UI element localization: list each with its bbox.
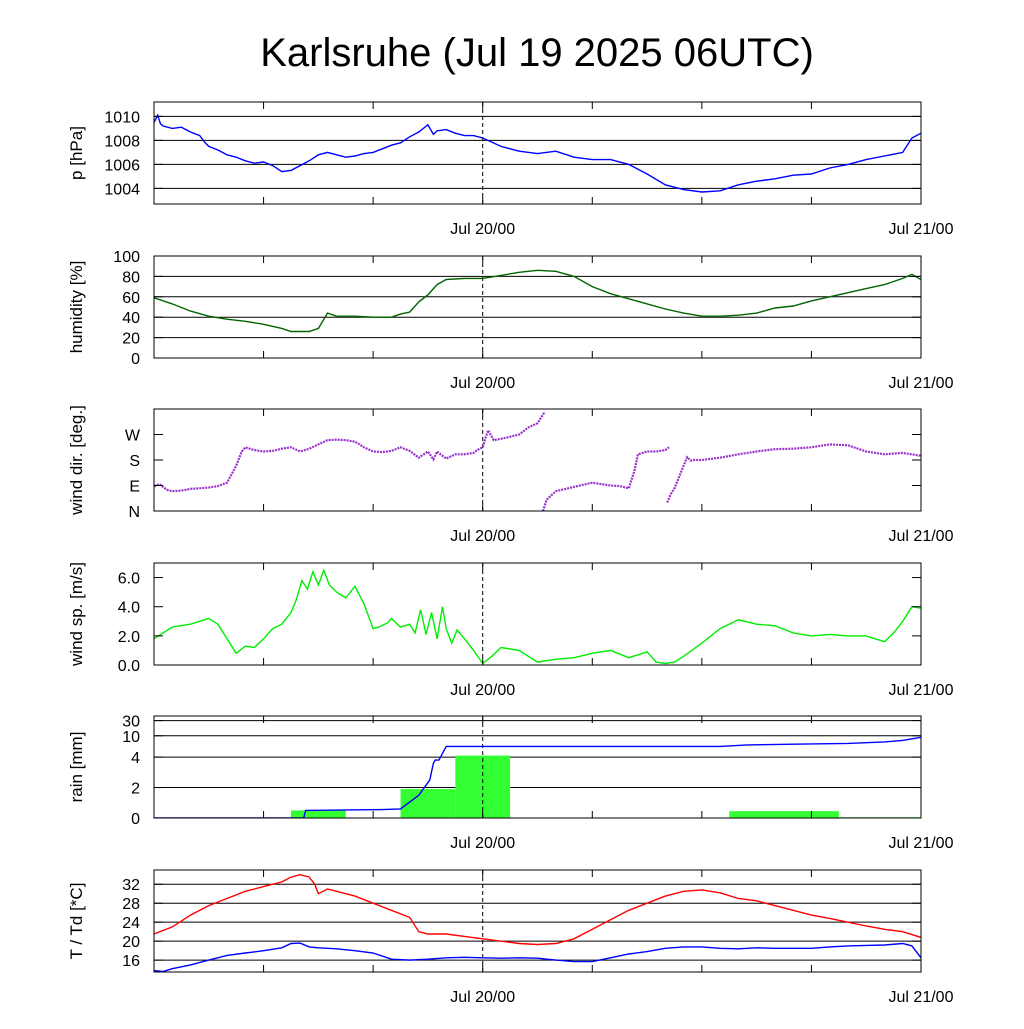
wind-speed-ytick-label-2: 4.0 <box>118 600 140 617</box>
rain-ytick-label-3: 10 <box>122 729 140 746</box>
wind-speed-series-0 <box>154 568 921 665</box>
wind-direction-ytick-label-3: W <box>125 428 141 445</box>
temperature-ytick-label-1: 20 <box>122 934 140 951</box>
rain-series-group <box>154 736 921 818</box>
humidity-frame <box>153 255 922 359</box>
wind-direction-xtick-label-0: Jul 20/00 <box>450 528 515 545</box>
wind-direction-series-0-segment-2 <box>666 443 921 503</box>
humidity-xtick-label-0: Jul 20/00 <box>450 375 515 392</box>
panel-temperature: 16 20 24 28 32 Jul 20/00 Jul 21/00 T / Td [*C] <box>67 869 954 1006</box>
rain-series-0 <box>154 736 921 818</box>
temperature-series-group <box>154 873 921 972</box>
rain-xtick-label-1: Jul 21/00 <box>889 835 954 852</box>
temperature-xtick-label-0: Jul 20/00 <box>450 989 515 1006</box>
temperature-xtick-label-1: Jul 21/00 <box>889 989 954 1006</box>
rain-xtick-label-0: Jul 20/00 <box>450 835 515 852</box>
wind-direction-ytick-label-0: N <box>128 504 140 521</box>
panel-humidity: 0 20 40 60 80 100 Jul 20/00 Jul 21/00 humidity [… <box>67 249 954 392</box>
wind-speed-frame <box>153 562 922 666</box>
rain-ytick-label-1: 2 <box>131 781 140 798</box>
wind-direction-series-group <box>154 411 921 511</box>
wind-speed-ytick-label-3: 6.0 <box>118 571 140 588</box>
pressure-frame <box>153 101 922 205</box>
humidity-ytick-label-0: 0 <box>131 351 140 368</box>
rain-frame <box>153 715 922 819</box>
temperature-series-1 <box>154 942 921 972</box>
rain-ytick-label-0: 0 <box>131 811 140 828</box>
temperature-frame <box>153 869 922 973</box>
pressure-ytick-label-2: 1008 <box>104 133 140 150</box>
pressure-ytick-label-1: 1006 <box>104 157 140 174</box>
wind-speed-xtick-label-1: Jul 21/00 <box>889 682 954 699</box>
wind-direction-series-0-segment-1 <box>541 446 670 511</box>
wind-speed-xtick-label-0: Jul 20/00 <box>450 682 515 699</box>
temperature-ytick-label-0: 16 <box>122 953 140 970</box>
pressure-series-group <box>154 113 921 193</box>
temperature-ytick-label-4: 32 <box>122 877 140 894</box>
humidity-ytick-label-4: 80 <box>122 269 140 286</box>
rain-ytick-label-4: 30 <box>122 714 140 731</box>
temperature-ytick-label-2: 24 <box>122 915 140 932</box>
rain-ylabel: rain [mm] <box>67 732 86 803</box>
panel-wind-speed: 0.0 2.0 4.0 6.0 Jul 20/00 Jul 21/00 wind sp. [… <box>67 562 954 699</box>
rain-bar-3 <box>729 811 839 818</box>
pressure-xtick-label-1: Jul 21/00 <box>889 221 954 238</box>
humidity-series-0 <box>154 269 921 333</box>
wind-direction-ytick-label-2: S <box>129 453 140 470</box>
wind-speed-ytick-label-0: 0.0 <box>118 658 140 675</box>
humidity-series-group <box>154 269 921 333</box>
temperature-ytick-label-3: 28 <box>122 896 140 913</box>
wind-direction-xtick-label-1: Jul 21/00 <box>889 528 954 545</box>
pressure-xtick-label-0: Jul 20/00 <box>450 221 515 238</box>
wind-direction-ylabel: wind dir. [deg.] <box>67 405 86 516</box>
humidity-xtick-label-1: Jul 21/00 <box>889 375 954 392</box>
chart-title: Karlsruhe (Jul 19 2025 06UTC) <box>260 31 814 75</box>
rain-ytick-label-2: 4 <box>131 750 140 767</box>
wind-speed-series-group <box>154 568 921 665</box>
humidity-ytick-label-5: 100 <box>113 249 140 266</box>
pressure-ytick-label-0: 1004 <box>104 181 140 198</box>
pressure-ytick-label-3: 1010 <box>104 109 140 126</box>
rain-bar-0 <box>290 810 346 818</box>
wind-direction-ytick-label-1: E <box>129 479 140 496</box>
humidity-ylabel: humidity [%] <box>67 261 86 354</box>
pressure-series-0 <box>154 113 921 193</box>
humidity-ytick-label-3: 60 <box>122 290 140 307</box>
pressure-ylabel: p [hPa] <box>67 126 86 180</box>
humidity-ytick-label-1: 20 <box>122 331 140 348</box>
humidity-ytick-label-2: 40 <box>122 310 140 327</box>
wind-direction-series-0-segment-0 <box>154 411 546 493</box>
temperature-ylabel: T / Td [*C] <box>67 883 86 960</box>
wind-speed-ylabel: wind sp. [m/s] <box>67 562 86 667</box>
panel-pressure: 1004 1006 1008 1010 Jul 20/00 Jul 21/00 p [hPa… <box>67 101 954 238</box>
wind-speed-ytick-label-1: 2.0 <box>118 629 140 646</box>
temperature-series-0 <box>154 873 921 946</box>
rain-bar-1 <box>400 789 456 818</box>
